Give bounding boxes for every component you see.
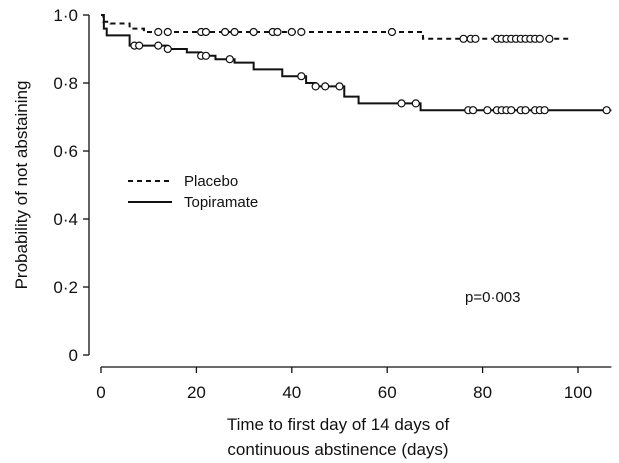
y-tick-label: 0	[69, 346, 78, 365]
placebo-censor-mark	[471, 34, 480, 43]
x-tick-label: 60	[378, 383, 397, 402]
topiramate-censor-mark	[163, 44, 172, 54]
x-axis-title-line-2: continuous abstinence (days)	[227, 440, 448, 459]
placebo-censor-mark	[387, 27, 397, 37]
placebo-censor-mark	[459, 34, 468, 43]
topiramate-censor-mark	[154, 41, 163, 50]
series-layer	[101, 14, 612, 115]
legend-placebo-label: Placebo	[184, 173, 238, 190]
x-tick-label: 80	[473, 383, 492, 402]
placebo-censor-mark	[220, 27, 230, 37]
topiramate-censor-mark	[602, 106, 611, 115]
placebo-censor-mark	[545, 34, 554, 43]
topiramate-censor-mark	[201, 51, 211, 60]
topiramate-censor-mark	[521, 106, 530, 115]
x-tick-label: 100	[564, 383, 592, 402]
placebo-censor-mark	[287, 27, 296, 37]
placebo-censor-mark	[201, 27, 211, 37]
topiramate-censor-mark	[297, 72, 306, 81]
topiramate-censor-mark	[135, 41, 144, 50]
placebo-censor-mark	[249, 27, 258, 37]
topiramate-censor-mark	[225, 55, 234, 64]
y-tick-label: 0·2	[53, 278, 78, 297]
y-tick-label: 0·6	[53, 142, 78, 161]
topiramate-censor-mark	[468, 106, 478, 115]
x-tick-label: 40	[282, 383, 301, 402]
placebo-censor-mark	[230, 27, 239, 37]
topiramate-censor-mark	[411, 99, 420, 108]
placebo-censor-mark	[297, 27, 306, 37]
placebo-censor-mark	[163, 27, 172, 37]
topiramate-censor-mark	[540, 106, 549, 115]
x-axis-title-line-1: Time to first day of 14 days of	[227, 415, 450, 434]
topiramate-censor-mark	[311, 82, 320, 91]
placebo-censor-mark	[273, 27, 282, 37]
p-value-annotation: p=0·003	[465, 289, 520, 306]
y-tick-label: 0·8	[53, 74, 78, 93]
topiramate-censor-mark	[335, 82, 344, 91]
legend: Placebo Topiramate	[128, 173, 258, 211]
topiramate-censor-mark	[397, 99, 406, 108]
y-tick-label: 0·4	[53, 210, 78, 229]
legend-topiramate-label: Topiramate	[184, 194, 258, 211]
topiramate-censor-mark	[483, 106, 492, 115]
placebo-censor-mark	[154, 27, 163, 37]
y-axis-title: Probability of not abstaining	[12, 81, 31, 290]
y-ticks: 0 0·2 0·4 0·6 0·8 1·0	[53, 6, 89, 365]
x-axis: 0 20 40 60 80 100	[96, 366, 612, 402]
topiramate-censor-mark	[321, 82, 330, 91]
x-ticks: 0 20 40 60 80 100	[96, 367, 592, 402]
placebo-censor-mark	[535, 34, 544, 43]
topiramate-censor-mark	[507, 106, 516, 115]
y-axis: 0 0·2 0·4 0·6 0·8 1·0	[53, 6, 90, 365]
x-tick-label: 20	[187, 383, 206, 402]
y-tick-label: 1·0	[53, 6, 78, 25]
x-tick-label: 0	[96, 383, 105, 402]
topiramate-curve	[101, 14, 612, 112]
